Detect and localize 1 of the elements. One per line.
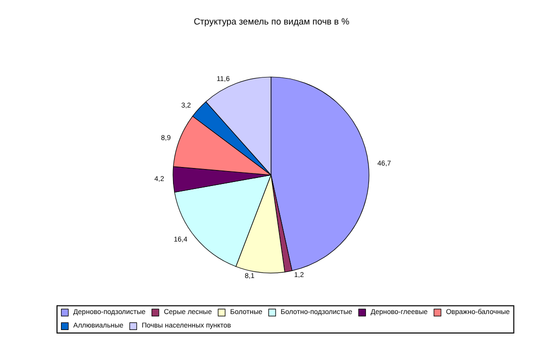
chart-title: Структура земель по видам почв в %: [194, 16, 350, 26]
